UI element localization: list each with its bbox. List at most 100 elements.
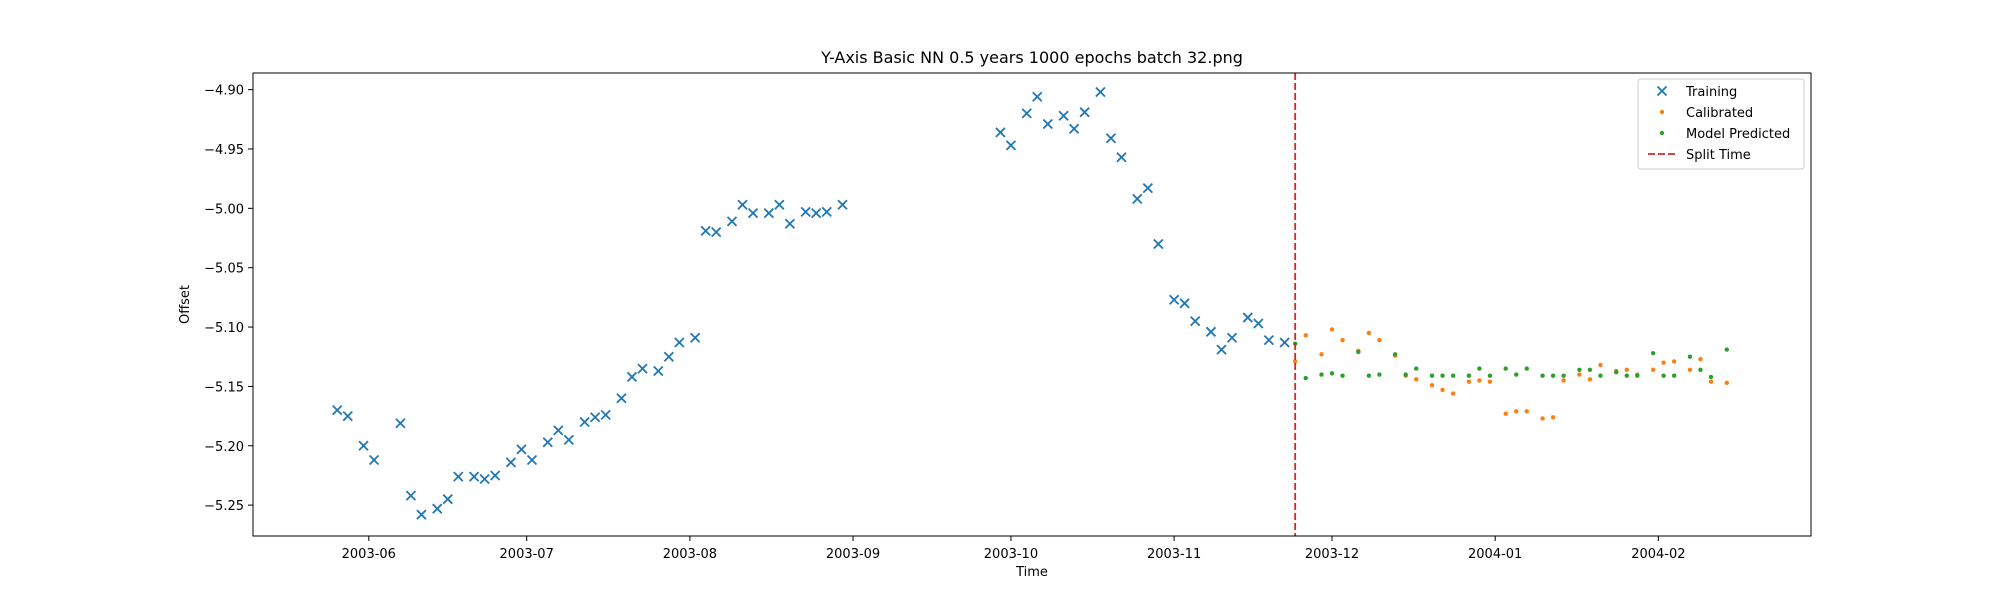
training-point — [442, 494, 453, 505]
training-point — [763, 207, 774, 219]
model-predicted-point — [1303, 375, 1308, 381]
model-predicted-point — [1708, 374, 1714, 380]
model-predicted-point — [1477, 366, 1482, 371]
training-point — [700, 225, 711, 237]
training-point-stroke — [1032, 91, 1043, 102]
training-point-stroke — [653, 365, 664, 377]
training-point — [368, 454, 380, 466]
calibrated-point — [1366, 330, 1372, 336]
calibrated-point — [1319, 352, 1324, 357]
calibrated-point — [1598, 362, 1603, 368]
model-predicted-point — [1356, 349, 1361, 355]
x-tick-label: 2003-10 — [984, 547, 1038, 562]
calibrated-point — [1687, 367, 1693, 372]
training-point-stroke — [1168, 294, 1180, 305]
legend-label: Training — [1685, 85, 1737, 100]
training-point-stroke — [553, 425, 564, 436]
training-point-stroke — [726, 216, 738, 227]
training-point — [616, 393, 627, 404]
training-point — [689, 332, 701, 343]
calibrated-point — [1561, 378, 1566, 383]
training-point — [653, 365, 664, 377]
training-point — [800, 206, 811, 218]
ticks-layer: 2003-06 2003-07 2003-08 2003-09 2003-10 2003-… — [204, 84, 1685, 562]
training-point-stroke — [1058, 110, 1069, 121]
training-point-stroke — [1153, 238, 1164, 250]
training-point-stroke — [600, 409, 611, 421]
model-predicted-point — [1450, 373, 1456, 378]
y-tick-label: −5.05 — [204, 262, 244, 277]
x-tick-label: 2004-02 — [1631, 547, 1685, 562]
training-point — [342, 410, 353, 422]
model-predicted-point — [1614, 369, 1619, 375]
training-point — [553, 425, 564, 436]
model-predicted-point — [1687, 354, 1693, 359]
training-point — [663, 351, 674, 362]
training-point — [1132, 193, 1143, 204]
model-predicted-point — [1698, 367, 1703, 372]
chart-title: Y-Axis Basic NN 0.5 years 1000 epochs ba… — [820, 48, 1243, 67]
training-point-stroke — [489, 470, 501, 481]
training-point-stroke — [1279, 337, 1290, 348]
training-point — [1042, 118, 1053, 130]
training-point — [1190, 315, 1201, 327]
x-tick-label: 2003-08 — [663, 547, 717, 562]
training-point-stroke — [589, 412, 601, 423]
model-predicted-point — [1598, 373, 1603, 378]
training-point-stroke — [416, 509, 427, 520]
training-point-stroke — [479, 473, 490, 485]
calibrated-point — [1550, 415, 1556, 420]
training-point-stroke — [637, 363, 648, 374]
training-point-stroke — [837, 199, 848, 210]
training-point-stroke — [674, 337, 685, 348]
training-point-stroke — [784, 218, 796, 229]
training-series — [332, 86, 1290, 520]
model-predicted-point — [1550, 373, 1556, 378]
training-point — [516, 444, 527, 455]
training-point-stroke — [626, 371, 638, 383]
training-point-stroke — [1132, 193, 1143, 204]
training-point — [837, 199, 848, 210]
training-point — [395, 418, 406, 429]
training-point — [1242, 312, 1253, 323]
y-tick-label: −4.90 — [204, 84, 244, 99]
model-predicted-point — [1403, 372, 1408, 377]
legend-label: Split Time — [1686, 148, 1751, 163]
calibrated-point — [1303, 333, 1308, 338]
calibrated-point — [1698, 356, 1703, 362]
calibrated-point — [1429, 383, 1435, 388]
model-predicted-point — [1661, 373, 1666, 378]
training-point-stroke — [342, 410, 353, 422]
training-point-stroke — [1190, 315, 1201, 327]
training-point-stroke — [1253, 318, 1264, 329]
training-point — [1168, 294, 1180, 305]
legend-label: Model Predicted — [1686, 127, 1790, 142]
training-point — [1279, 337, 1290, 348]
training-point-stroke — [747, 207, 759, 219]
training-point — [711, 226, 722, 238]
calibrated-point — [1671, 359, 1677, 364]
training-point — [563, 434, 574, 445]
training-point — [1179, 298, 1190, 309]
training-point — [995, 127, 1006, 138]
training-point — [1005, 140, 1017, 151]
training-point-stroke — [432, 503, 443, 514]
model-predicted-point — [1340, 373, 1345, 378]
training-point — [405, 490, 417, 501]
model-predicted-point — [1577, 367, 1582, 372]
training-point-stroke — [700, 225, 711, 237]
training-point — [747, 207, 759, 219]
model-predicted-point — [1429, 373, 1435, 378]
y-tick-label: −5.20 — [204, 440, 244, 455]
calibrated-point — [1292, 359, 1298, 364]
model-predicted-point — [1561, 373, 1566, 378]
training-point-stroke — [1142, 183, 1153, 194]
training-point-stroke — [1005, 140, 1017, 151]
training-point-stroke — [1205, 326, 1217, 337]
calibrated-point — [1340, 337, 1345, 343]
training-point — [479, 473, 490, 485]
training-point-stroke — [689, 332, 701, 343]
model-predicted-point — [1366, 373, 1372, 378]
calibrated-point — [1650, 367, 1656, 372]
training-point-stroke — [1105, 133, 1117, 144]
